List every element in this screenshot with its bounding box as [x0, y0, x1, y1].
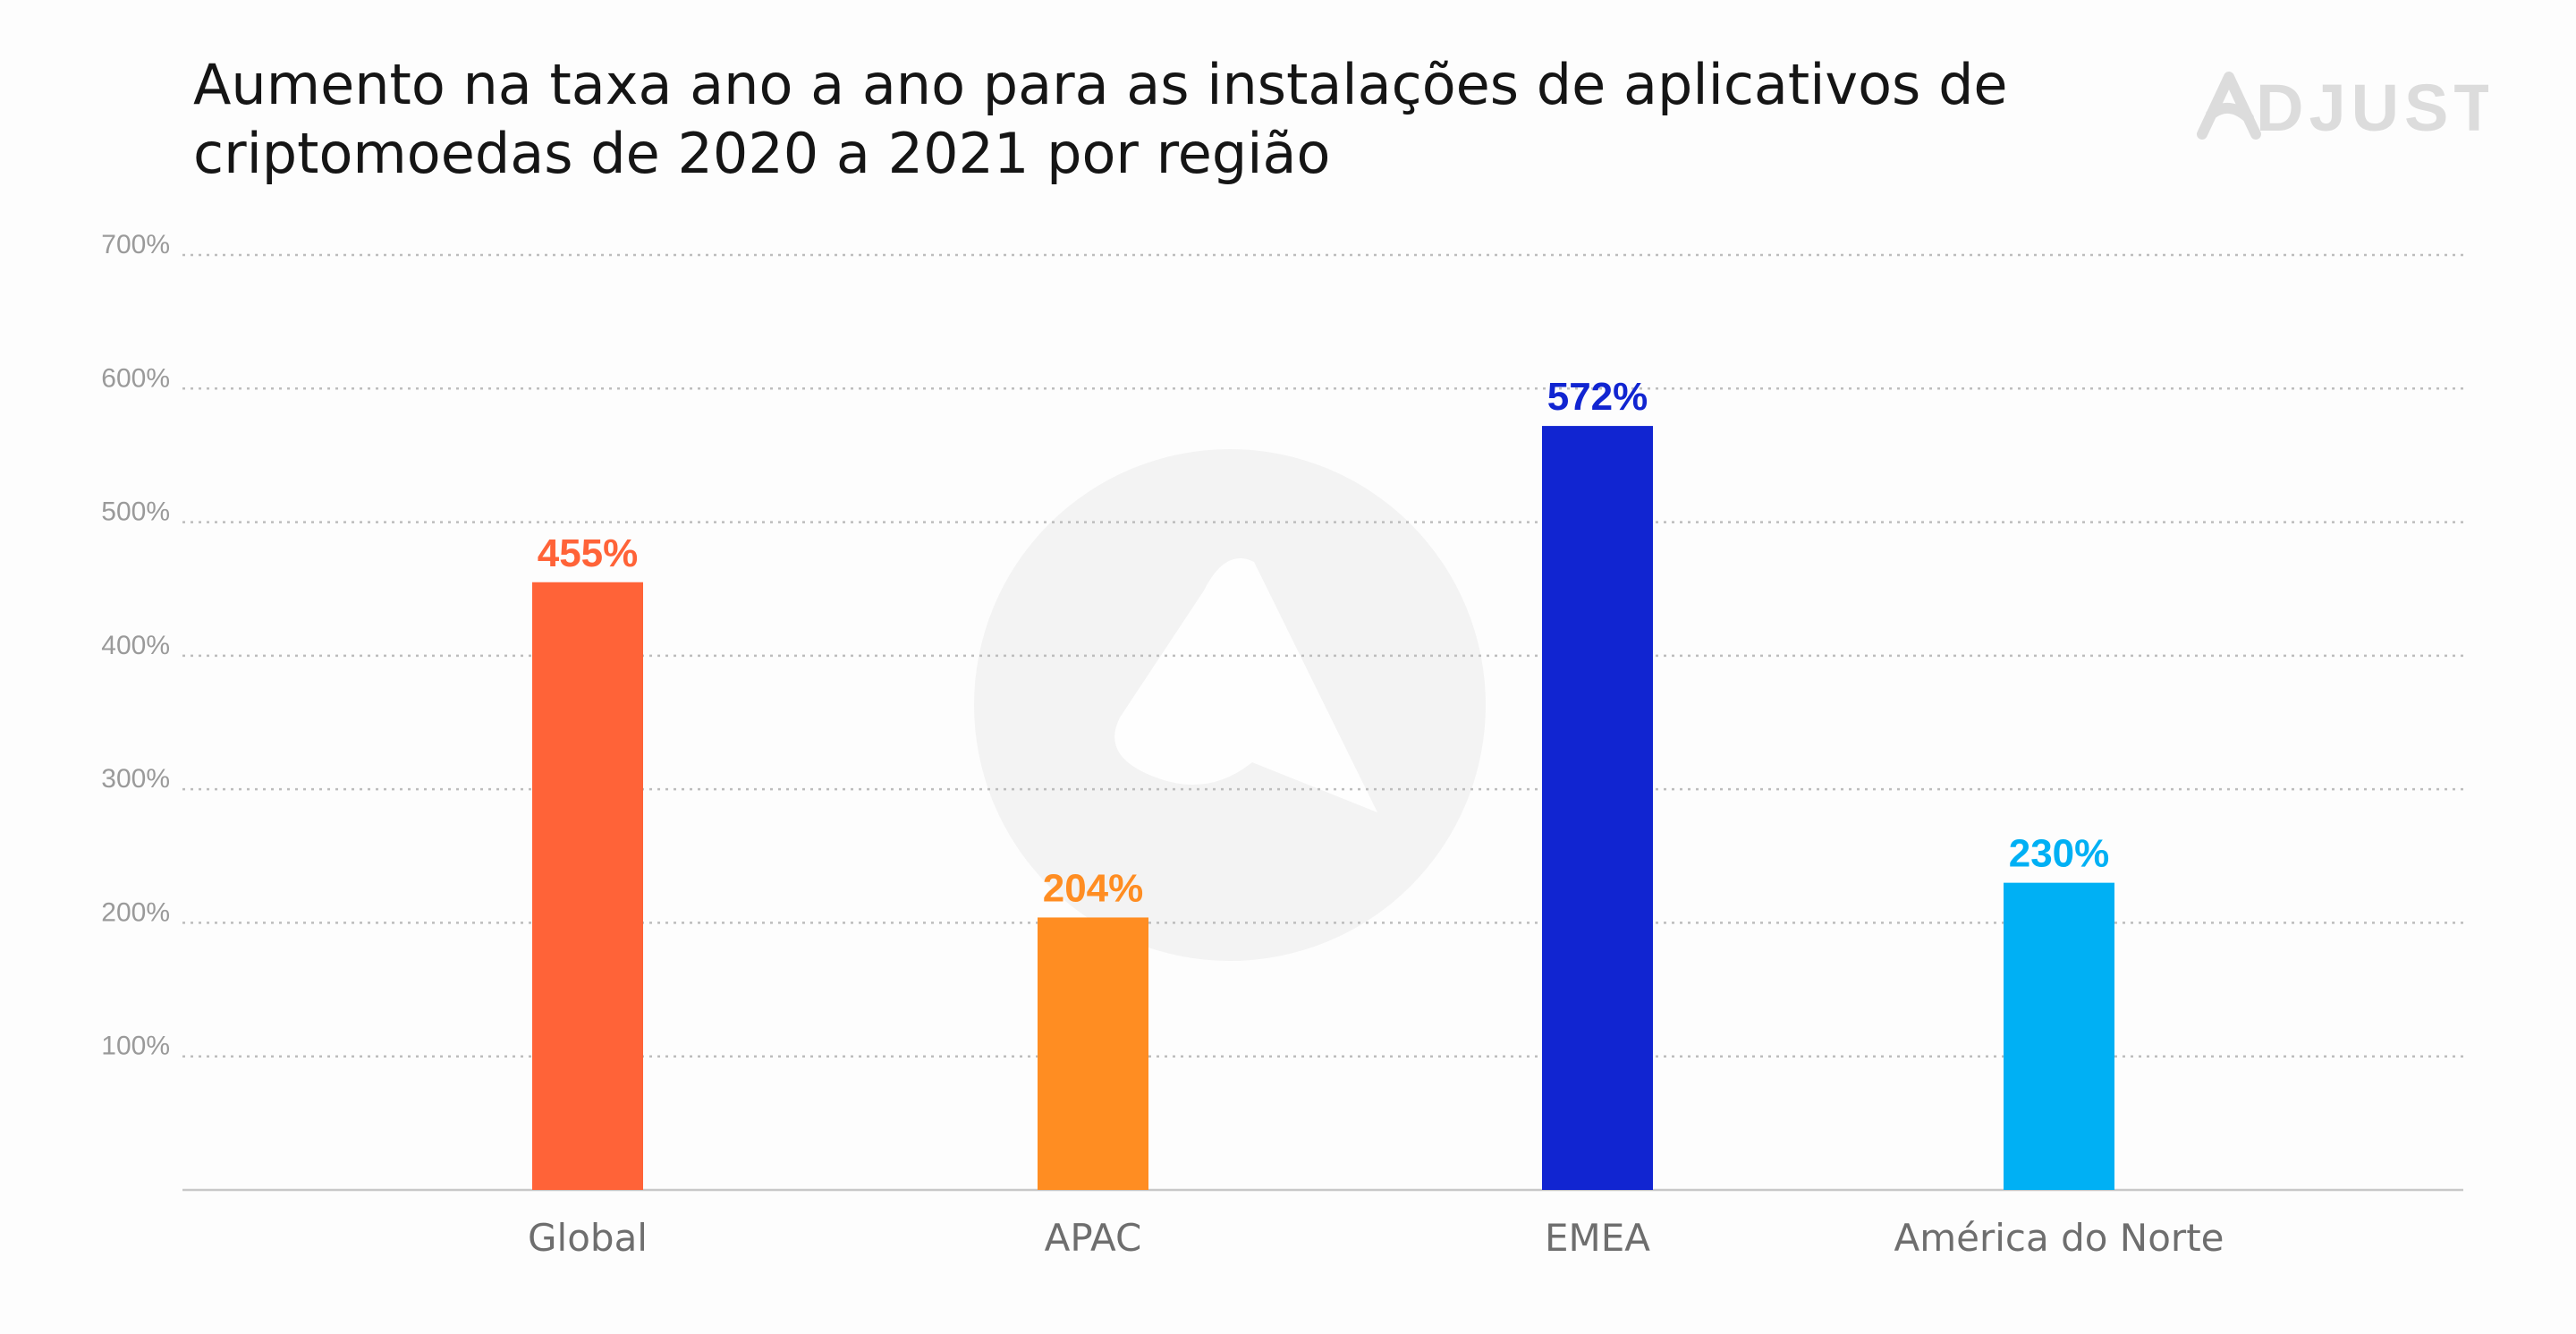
chart-title-line-2: criptomoedas de 2020 a 2021 por região [193, 121, 1331, 186]
x-category-label: Global [528, 1216, 648, 1260]
bar-apac [1038, 917, 1148, 1190]
y-tick-label: 500% [101, 497, 170, 527]
x-category-label: APAC [1045, 1216, 1142, 1260]
x-category-label: EMEA [1545, 1216, 1650, 1260]
chart-title-line-1: Aumento na taxa ano a ano para as instal… [193, 52, 2008, 117]
chart-title: Aumento na taxa ano a ano para as instal… [193, 50, 2116, 188]
bar-emea [1542, 426, 1653, 1191]
watermark-logo-mark [1114, 558, 1377, 812]
y-tick-label: 400% [101, 631, 170, 660]
value-label: 204% [1043, 866, 1144, 910]
value-label: 455% [538, 531, 639, 575]
bars [532, 426, 2114, 1191]
y-tick-label: 600% [101, 363, 170, 393]
x-axis-categories: Global APAC EMEA América do Norte [528, 1216, 2224, 1260]
y-tick-label: 200% [101, 897, 170, 927]
value-label: 572% [1547, 375, 1648, 419]
value-labels: 455% 204% 572% 230% [538, 375, 2110, 910]
y-tick-label: 100% [101, 1032, 170, 1061]
y-tick-label: 300% [101, 764, 170, 794]
adjust-logo-mark [2197, 72, 2261, 140]
bar-global [532, 582, 643, 1190]
value-label: 230% [2009, 832, 2110, 876]
y-axis-ticks: 100% 200% 300% 400% 500% 600% 700% [101, 230, 170, 1061]
watermark [974, 449, 1486, 961]
y-tick-label: 700% [101, 230, 170, 259]
adjust-logo-text: DJUST [2256, 71, 2488, 145]
x-category-label: América do Norte [1894, 1216, 2224, 1260]
adjust-logo: DJUST [2197, 71, 2488, 145]
bar-américa-do-norte [2004, 882, 2114, 1190]
